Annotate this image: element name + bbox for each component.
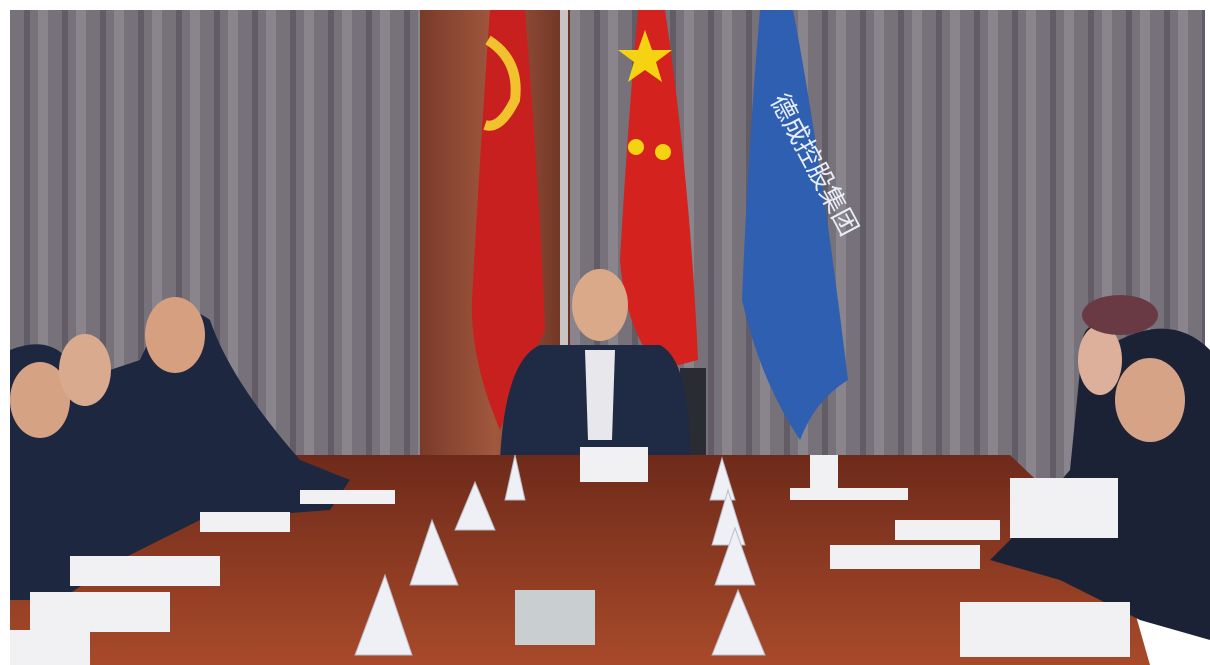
hat xyxy=(1082,295,1158,335)
placard xyxy=(504,454,526,501)
paper xyxy=(70,556,220,586)
paper xyxy=(1010,478,1118,538)
face xyxy=(145,297,205,373)
placard xyxy=(354,573,413,656)
flag-emblem xyxy=(483,35,521,131)
placard xyxy=(711,588,766,656)
paper xyxy=(10,630,90,665)
face xyxy=(59,334,111,406)
paper xyxy=(895,520,1000,540)
face xyxy=(1115,358,1185,442)
paper xyxy=(830,545,980,569)
paper xyxy=(960,602,1130,657)
party-flag xyxy=(471,10,545,430)
cup xyxy=(810,455,838,495)
nameplate xyxy=(580,447,648,482)
flag-star xyxy=(628,139,644,155)
documents xyxy=(10,447,1130,665)
flag-star xyxy=(618,30,672,82)
national-flag xyxy=(620,10,698,370)
face xyxy=(1078,325,1122,395)
placard xyxy=(409,518,459,586)
placard xyxy=(711,488,746,546)
placards xyxy=(354,454,766,656)
chairman-head xyxy=(572,269,628,341)
paper xyxy=(790,488,908,500)
flag-star xyxy=(655,144,671,160)
company-flag xyxy=(742,10,848,440)
shirt xyxy=(585,350,615,440)
face xyxy=(10,362,70,438)
pole xyxy=(560,10,568,470)
paper xyxy=(30,592,170,632)
paper xyxy=(515,590,595,645)
paper xyxy=(200,512,290,532)
placard xyxy=(709,456,736,501)
paper xyxy=(300,490,395,504)
placard xyxy=(454,480,496,531)
placard xyxy=(714,526,756,586)
